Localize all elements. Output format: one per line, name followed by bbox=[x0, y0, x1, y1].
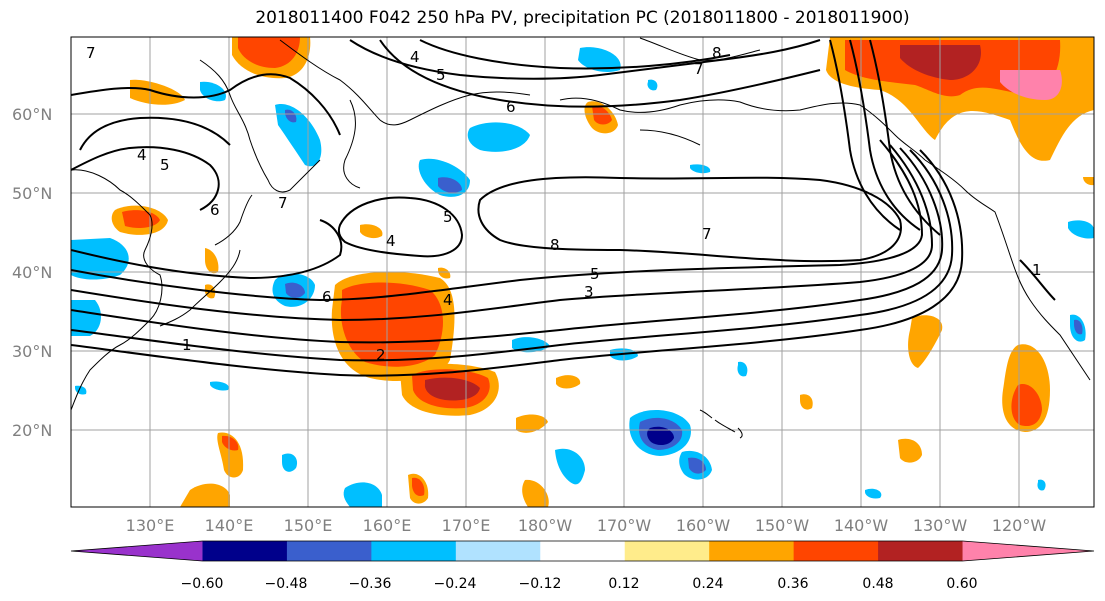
contour-label: 4 bbox=[410, 48, 420, 66]
lon-label: 130°W bbox=[913, 516, 968, 535]
colorbar-segment bbox=[624, 541, 710, 561]
colorbar bbox=[70, 540, 1095, 562]
map-gridlines bbox=[71, 37, 1094, 507]
colorbar-segment bbox=[371, 541, 457, 561]
lat-label: 50°N bbox=[12, 184, 52, 203]
colorbar-segment bbox=[540, 541, 626, 561]
contour-label: 8 bbox=[550, 236, 560, 254]
colorbar-tick-label: 0.12 bbox=[608, 576, 639, 592]
lat-label: 40°N bbox=[12, 263, 52, 282]
colorbar-tick-label: −0.24 bbox=[434, 576, 477, 592]
contour-label: 5 bbox=[443, 208, 453, 226]
colorbar-tick-label: 0.60 bbox=[946, 576, 977, 592]
contour-label: 6 bbox=[506, 98, 516, 116]
contour-label: 4 bbox=[137, 146, 147, 164]
colorbar-tick-labels: −0.60 −0.48 −0.36 −0.24 −0.12 0.12 0.24 … bbox=[181, 576, 978, 592]
contour-label: 1 bbox=[1032, 261, 1042, 279]
contour-label-group: 7 4 5 6 7 8 4 5 6 7 5 4 7 8 5 3 4 2 1 6 … bbox=[86, 44, 1042, 364]
colorbar-outline bbox=[70, 540, 1095, 562]
colorbar-segment bbox=[793, 541, 879, 561]
lon-label: 180°W bbox=[518, 516, 573, 535]
colorbar-segment bbox=[202, 541, 288, 561]
lon-label: 140°W bbox=[834, 516, 889, 535]
lat-label: 60°N bbox=[12, 105, 52, 124]
colorbar-segment bbox=[286, 541, 372, 561]
lon-label: 140°E bbox=[205, 516, 254, 535]
colorbar-tick-label: −0.12 bbox=[519, 576, 562, 592]
pv-contours bbox=[71, 39, 1056, 377]
lon-label: 150°W bbox=[755, 516, 810, 535]
lon-label: 120°W bbox=[992, 516, 1047, 535]
lon-label: 160°W bbox=[676, 516, 731, 535]
lon-label: 160°E bbox=[363, 516, 412, 535]
contour-label: 4 bbox=[443, 291, 453, 309]
colorbar-segment bbox=[878, 541, 964, 561]
lon-label: 170°W bbox=[597, 516, 652, 535]
lat-label: 20°N bbox=[12, 421, 52, 440]
contour-label: 5 bbox=[590, 265, 600, 283]
lon-label: 170°E bbox=[442, 516, 491, 535]
colorbar-segment bbox=[455, 541, 541, 561]
latitude-labels: 60°N 50°N 40°N 30°N 20°N bbox=[12, 105, 52, 440]
contour-label: 4 bbox=[386, 232, 396, 250]
colorbar-tick-label: −0.36 bbox=[349, 576, 392, 592]
contour-label: 2 bbox=[376, 346, 386, 364]
contour-label: 6 bbox=[322, 288, 332, 306]
colorbar-tick-label: −0.60 bbox=[181, 576, 224, 592]
colorbar-tick-label: −0.48 bbox=[265, 576, 308, 592]
colorbar-tick-label: 0.24 bbox=[692, 576, 723, 592]
contour-label: 7 bbox=[278, 194, 288, 212]
contour-label: 5 bbox=[160, 156, 170, 174]
colorbar-segment bbox=[709, 541, 795, 561]
colorbar-tick-label: 0.48 bbox=[862, 576, 893, 592]
colorbar-tick-label: 0.36 bbox=[777, 576, 808, 592]
contour-label: 7 bbox=[694, 60, 704, 78]
contour-label: 5 bbox=[436, 66, 446, 84]
lat-label: 30°N bbox=[12, 342, 52, 361]
contour-label: 6 bbox=[210, 201, 220, 219]
map-title: 2018011400 F042 250 hPa PV, precipitatio… bbox=[255, 8, 910, 28]
contour-label: 7 bbox=[702, 225, 712, 243]
colorbar-extend-min bbox=[71, 541, 203, 561]
contour-label: 3 bbox=[584, 283, 594, 301]
lon-label: 130°E bbox=[126, 516, 175, 535]
contour-label: 8 bbox=[712, 44, 722, 62]
contour-label: 7 bbox=[86, 44, 96, 62]
contour-label: 1 bbox=[182, 336, 192, 354]
map-frame bbox=[70, 36, 1095, 508]
longitude-labels: 130°E 140°E 150°E 160°E 170°E 180°W 170°… bbox=[126, 516, 1047, 535]
colorbar-extend-max bbox=[962, 541, 1094, 561]
lon-label: 150°E bbox=[284, 516, 333, 535]
